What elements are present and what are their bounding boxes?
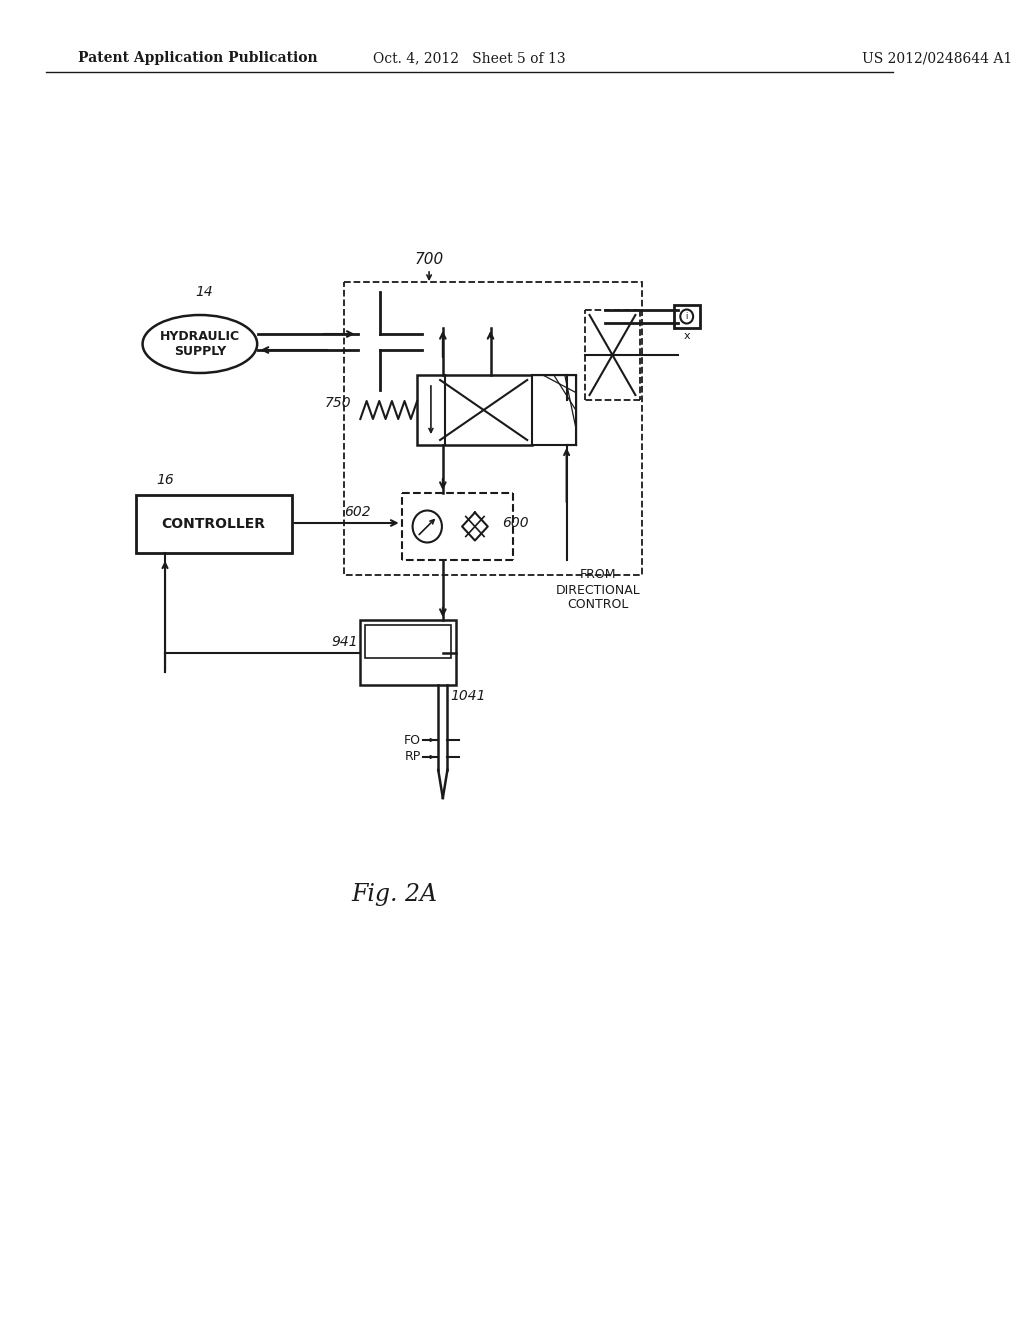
- Text: 750: 750: [325, 396, 351, 411]
- Bar: [136, 495, 292, 553]
- Bar: [360, 620, 456, 685]
- Text: FROM
DIRECTIONAL
CONTROL: FROM DIRECTIONAL CONTROL: [556, 569, 640, 611]
- Text: 700: 700: [415, 252, 443, 268]
- Bar: [674, 305, 699, 327]
- Text: Oct. 4, 2012   Sheet 5 of 13: Oct. 4, 2012 Sheet 5 of 13: [373, 51, 565, 65]
- Text: 600: 600: [503, 516, 529, 531]
- Text: RP: RP: [404, 751, 421, 763]
- Text: US 2012/0248644 A1: US 2012/0248644 A1: [862, 51, 1012, 65]
- Text: CONTROLLER: CONTROLLER: [162, 517, 265, 531]
- Text: x: x: [683, 331, 690, 341]
- Text: FO: FO: [403, 734, 421, 747]
- Text: HYDRAULIC
SUPPLY: HYDRAULIC SUPPLY: [160, 330, 240, 358]
- Text: 602: 602: [344, 506, 371, 519]
- Bar: [417, 375, 531, 445]
- Text: Patent Application Publication: Patent Application Publication: [78, 51, 317, 65]
- Bar: [344, 282, 642, 576]
- Text: i: i: [685, 312, 688, 321]
- Bar: [365, 624, 452, 657]
- Text: 1041: 1041: [451, 689, 485, 704]
- Text: 941: 941: [331, 635, 357, 649]
- Bar: [357, 305, 605, 327]
- Text: 16: 16: [156, 473, 174, 487]
- Text: Fig. 2A: Fig. 2A: [351, 883, 437, 907]
- Bar: [531, 375, 575, 445]
- Text: 14: 14: [196, 285, 213, 300]
- Ellipse shape: [142, 315, 257, 374]
